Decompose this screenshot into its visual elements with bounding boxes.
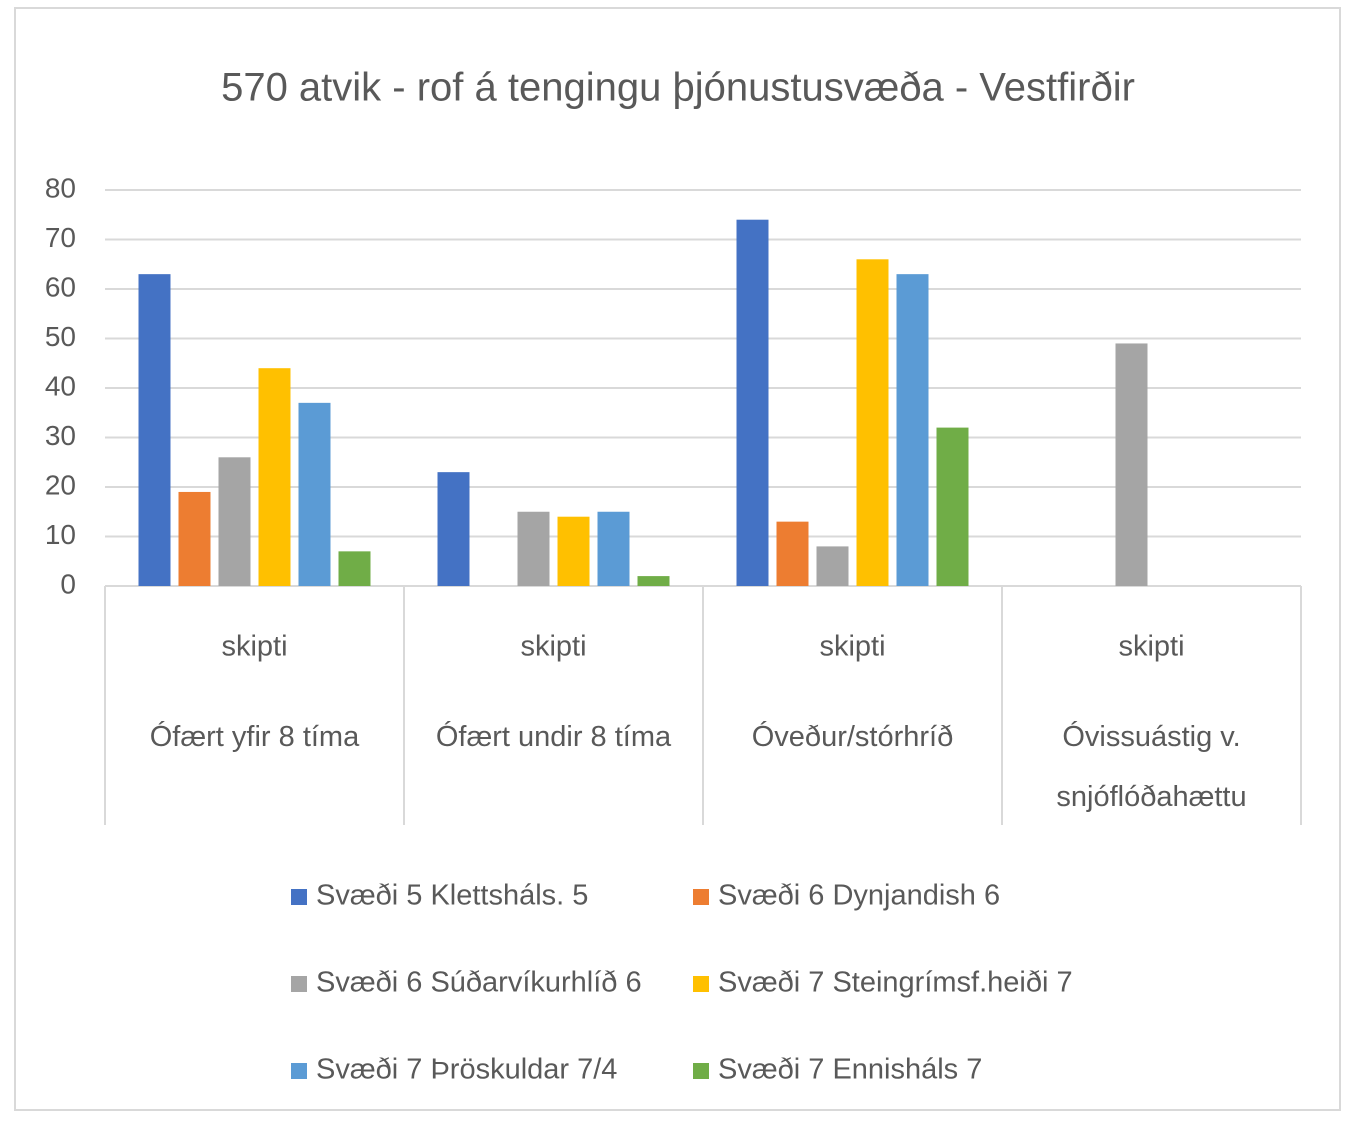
y-tick-label: 70	[45, 222, 76, 253]
y-tick-label: 50	[45, 321, 76, 352]
legend-label: Svæði 7 Þröskuldar 7/4	[316, 1054, 617, 1086]
y-tick-label: 40	[45, 370, 76, 401]
x-group-label: Ófært undir 8 tíma	[436, 720, 672, 753]
legend-label: Svæði 7 Ennisháls 7	[718, 1054, 982, 1086]
bar	[896, 274, 929, 586]
bar	[557, 516, 590, 586]
legend-label: Svæði 6 Súðarvíkurhlíð 6	[316, 967, 642, 999]
y-tick-label: 0	[60, 568, 76, 599]
y-tick-label: 30	[45, 420, 76, 451]
x-tick-label: skipti	[1118, 631, 1184, 663]
x-group-label: Ófært yfir 8 tíma	[150, 720, 360, 753]
bar	[776, 521, 809, 586]
x-group-label-line: Ófært yfir 8 tíma	[150, 720, 360, 753]
bar	[138, 274, 171, 586]
x-tick-label: skipti	[221, 631, 287, 663]
bar	[856, 259, 889, 586]
x-group-label: Óvissuástig v. snjóflóðahættu	[1056, 720, 1246, 813]
bar	[298, 402, 331, 586]
legend-label: Svæði 5 Klettsháls. 5	[316, 880, 588, 912]
bar	[218, 457, 251, 586]
bar	[597, 511, 630, 586]
bar	[736, 219, 769, 586]
bar	[178, 491, 211, 586]
x-tick-label: skipti	[520, 631, 586, 663]
y-tick-label: 80	[45, 172, 76, 203]
legend-swatch	[693, 1063, 709, 1079]
bar	[517, 511, 550, 586]
bar	[1115, 343, 1148, 586]
x-tick-label: skipti	[819, 631, 885, 663]
legend-label: Svæði 7 Steingrímsf.heiði 7	[718, 967, 1073, 999]
legend-label: Svæði 6 Dynjandish 6	[718, 880, 1000, 912]
legend-swatch	[291, 889, 307, 905]
bar	[637, 576, 670, 586]
legend-swatch	[693, 889, 709, 905]
bar	[816, 546, 849, 586]
bar	[437, 472, 470, 586]
bar	[338, 551, 371, 586]
y-tick-label: 60	[45, 271, 76, 302]
chart-title: 570 atvik - rof á tengingu þjónustusvæða…	[221, 66, 1135, 110]
x-group-label-line: Óveður/stórhríð	[752, 720, 953, 753]
legend-swatch	[693, 976, 709, 992]
bar	[258, 368, 291, 586]
bar	[936, 427, 969, 586]
x-group-label-line: Óvissuástig v.	[1062, 720, 1240, 753]
y-tick-label: 10	[45, 519, 76, 550]
legend-swatch	[291, 976, 307, 992]
x-group-label: Óveður/stórhríð	[752, 720, 953, 753]
x-group-label-line: Ófært undir 8 tíma	[436, 720, 672, 753]
y-tick-label: 20	[45, 469, 76, 500]
x-group-label-line: snjóflóðahættu	[1056, 781, 1246, 813]
legend-swatch	[291, 1063, 307, 1079]
